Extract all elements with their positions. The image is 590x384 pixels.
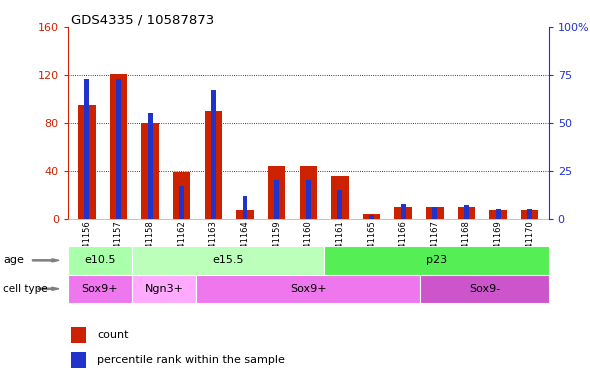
Bar	[116, 79, 121, 219]
Text: count: count	[97, 330, 129, 340]
Text: e15.5: e15.5	[212, 255, 244, 265]
Text: GDS4335 / 10587873: GDS4335 / 10587873	[71, 13, 214, 26]
Bar	[464, 205, 469, 219]
Text: Sox9-: Sox9-	[469, 284, 500, 294]
Bar	[458, 207, 475, 219]
Text: cell type: cell type	[3, 284, 48, 294]
Text: percentile rank within the sample: percentile rank within the sample	[97, 355, 285, 365]
Text: Sox9+: Sox9+	[81, 284, 118, 294]
Bar	[337, 190, 342, 219]
Bar	[179, 186, 184, 219]
Bar	[71, 327, 86, 343]
Bar	[395, 207, 412, 219]
Bar	[300, 166, 317, 219]
Text: Sox9+: Sox9+	[290, 284, 327, 294]
Bar	[196, 275, 421, 303]
Bar	[489, 210, 507, 219]
Text: p23: p23	[426, 255, 447, 265]
Bar	[211, 90, 216, 219]
Bar	[242, 196, 247, 219]
Bar	[421, 275, 549, 303]
Bar	[132, 246, 324, 275]
Bar	[132, 275, 196, 303]
Bar	[521, 210, 539, 219]
Bar	[237, 210, 254, 219]
Bar	[71, 352, 86, 368]
Bar	[363, 214, 380, 219]
Bar	[142, 123, 159, 219]
Bar	[205, 111, 222, 219]
Bar	[331, 176, 349, 219]
Bar	[426, 207, 444, 219]
Bar	[173, 172, 191, 219]
Bar	[432, 207, 437, 219]
Text: Ngn3+: Ngn3+	[145, 284, 183, 294]
Bar	[268, 166, 286, 219]
Bar	[84, 79, 89, 219]
Bar	[110, 74, 127, 219]
Bar	[527, 209, 532, 219]
Bar	[274, 180, 279, 219]
Bar	[401, 204, 406, 219]
Bar	[78, 105, 96, 219]
Bar	[68, 246, 132, 275]
Bar	[369, 215, 374, 219]
Bar	[68, 275, 132, 303]
Bar	[324, 246, 549, 275]
Bar	[496, 209, 500, 219]
Text: e10.5: e10.5	[84, 255, 116, 265]
Text: age: age	[3, 255, 24, 265]
Bar	[148, 113, 153, 219]
Bar	[306, 180, 311, 219]
